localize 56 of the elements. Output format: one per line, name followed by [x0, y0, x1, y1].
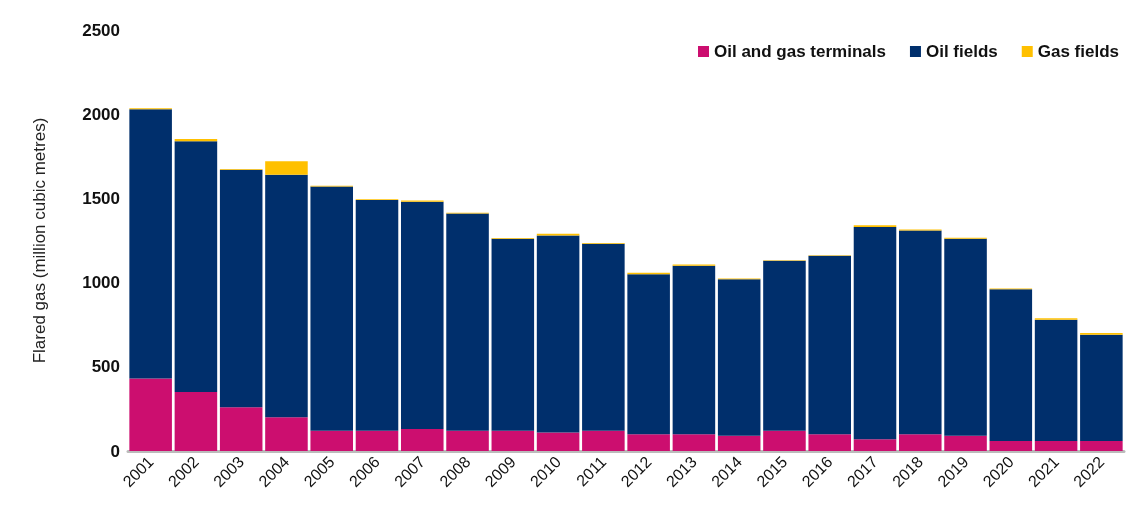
bar: [536, 235, 580, 433]
bar: [944, 435, 987, 451]
y-tick-label: 2000: [82, 104, 120, 124]
bar: [355, 200, 399, 431]
bar: [491, 238, 535, 431]
bar: [174, 392, 218, 451]
bar: [717, 435, 761, 451]
bar: [582, 243, 625, 431]
bar: [1034, 440, 1078, 451]
bar: [400, 429, 444, 451]
legend-label: Oil fields: [925, 42, 998, 61]
bar: [989, 289, 1033, 441]
legend-label: Gas fields: [1037, 42, 1120, 61]
bar: [853, 227, 897, 440]
bar: [310, 186, 354, 431]
bar: [355, 430, 399, 451]
bar: [763, 260, 806, 431]
bar: [265, 174, 308, 418]
bar: [129, 378, 172, 451]
bar: [672, 434, 716, 451]
bar: [265, 161, 308, 175]
legend-label: Oil and gas terminals: [714, 42, 886, 61]
bar: [1080, 440, 1123, 451]
bar: [627, 274, 670, 435]
bar: [174, 141, 218, 393]
y-tick-label: 1000: [82, 273, 120, 293]
bar: [627, 434, 670, 451]
bar: [763, 430, 806, 451]
bar: [989, 440, 1033, 451]
bar: [219, 169, 263, 408]
bar: [898, 434, 942, 451]
bar: [536, 432, 580, 451]
bar: [672, 265, 716, 435]
bar: [219, 407, 263, 451]
bar: [491, 430, 535, 451]
bar: [446, 213, 489, 431]
bar: [1034, 319, 1078, 441]
y-axis-title: Flared gas (million cubic metres): [30, 117, 49, 364]
bar: [400, 201, 444, 430]
bar: [446, 430, 489, 451]
bar: [174, 139, 218, 142]
bar: [808, 255, 852, 435]
y-tick-label: 1500: [82, 188, 120, 208]
y-tick-label: 500: [91, 357, 120, 377]
y-tick-label: 0: [110, 441, 120, 461]
bar: [898, 230, 942, 435]
bar: [265, 417, 308, 451]
bar: [129, 109, 172, 379]
bar: [808, 434, 852, 451]
bar: [1080, 334, 1123, 441]
bar: [944, 238, 987, 436]
bar: [717, 279, 761, 436]
bar: [853, 439, 897, 451]
y-tick-label: 2500: [82, 20, 120, 40]
bar: [582, 430, 625, 451]
bar: [310, 430, 354, 451]
